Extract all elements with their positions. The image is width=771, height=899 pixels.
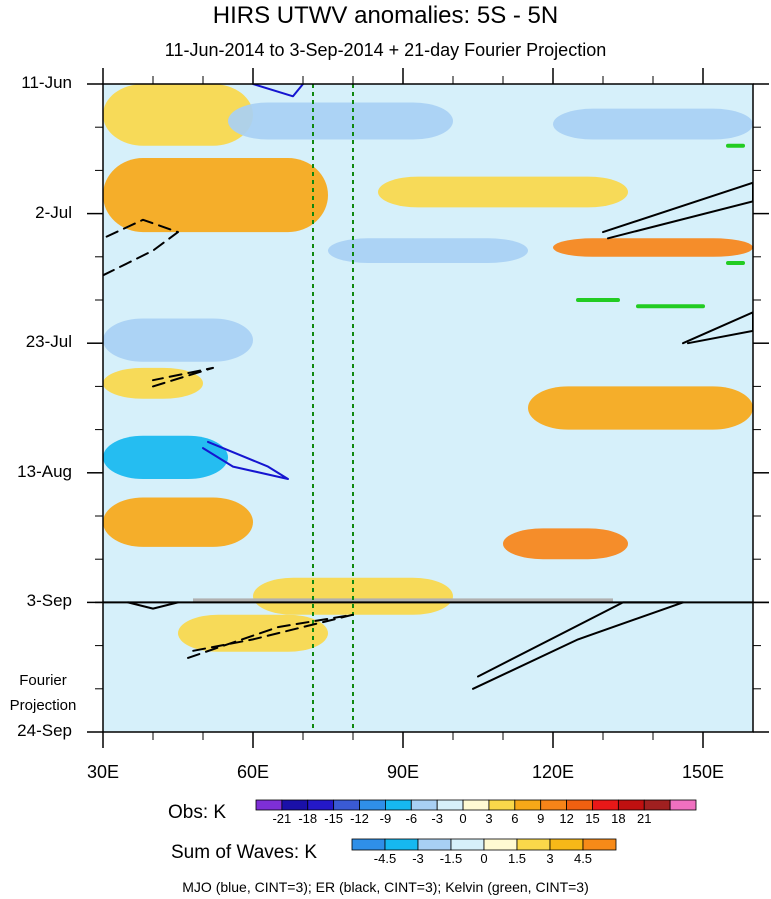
- y-tick-label: 23-Jul: [25, 332, 72, 352]
- colorbar-swatch: [540, 799, 567, 811]
- anomaly-band-0: [103, 84, 253, 146]
- er-contour-6: [682, 311, 753, 345]
- colorbar-swatch: [488, 799, 516, 811]
- colorbar-swatch: [592, 799, 619, 811]
- x-tick-label: 120E: [531, 762, 575, 782]
- mjo-contour-0: [252, 84, 304, 98]
- waves-colorbar-title: Sum of Waves: K: [171, 842, 318, 863]
- colorbar-tick-label: 18: [611, 811, 626, 826]
- colorbar-swatch: [483, 838, 518, 851]
- colorbar-swatch: [669, 799, 697, 811]
- colorbar-swatch: [617, 799, 645, 811]
- x-tick-label: 150E: [681, 762, 725, 782]
- colorbar-tick-label: 9: [537, 811, 545, 826]
- chart-title: HIRS UTWV anomalies: 5S - 5N: [212, 2, 559, 29]
- y-tick-label: 2-Jul: [35, 202, 72, 222]
- colorbar-tick-label: 6: [511, 811, 519, 826]
- projection-boundary-shade: [193, 598, 613, 603]
- y-tick-label: 24-Sep: [17, 721, 72, 740]
- y-tick-label: 3-Sep: [26, 591, 72, 611]
- colorbar-swatch: [549, 838, 584, 851]
- colorbar-swatch: [643, 799, 671, 811]
- colorbar-tick-label: -3: [431, 811, 443, 826]
- anomaly-band-12: [503, 528, 628, 560]
- er-contour-2: [103, 218, 179, 277]
- colorbar-tick-label: 3: [485, 811, 493, 826]
- colorbar-swatch: [410, 799, 438, 811]
- colorbar-tick-label: 1.5: [507, 851, 527, 866]
- anomaly-band-9: [528, 386, 753, 430]
- colorbar-tick-label: 0: [459, 811, 467, 826]
- colorbar-swatch: [359, 799, 386, 811]
- anomaly-band-1: [228, 102, 453, 140]
- colorbar-swatch: [514, 799, 542, 811]
- chart-subtitle: 11-Jun-2014 to 3-Sep-2014 + 21-day Fouri…: [164, 40, 607, 60]
- anomaly-band-14: [178, 614, 328, 652]
- anomaly-band-10: [103, 435, 228, 479]
- anomaly-band-11: [103, 497, 253, 547]
- colorbar-swatch: [417, 838, 452, 851]
- colorbar-swatch: [566, 799, 593, 811]
- colorbar-swatch: [436, 799, 464, 811]
- anomaly-band-6: [328, 238, 528, 263]
- anomaly-band-2: [553, 108, 753, 140]
- colorbar-swatch: [333, 799, 360, 811]
- er-contour-4: [187, 613, 354, 659]
- axis-ticks: [87, 68, 769, 748]
- colorbar-swatch: [255, 799, 283, 811]
- anomaly-field: [103, 84, 753, 732]
- anomaly-band-4: [378, 176, 628, 208]
- colorbar-tick-label: 3: [546, 851, 554, 866]
- y-tick-label: 11-Jun: [21, 73, 72, 92]
- colorbar-swatch: [516, 838, 551, 851]
- colorbar-tick-label: -3: [412, 851, 424, 866]
- er-contour-8: [127, 601, 179, 610]
- y-tick-label: 13-Aug: [17, 461, 72, 481]
- colorbar-swatch: [385, 799, 412, 811]
- colorbar-tick-label: -21: [272, 811, 292, 826]
- er-contour-5: [602, 181, 753, 240]
- colorbar-tick-label: -9: [379, 811, 392, 826]
- colorbar-tick-label: -1.5: [439, 851, 463, 866]
- colorbar-tick-label: -6: [405, 811, 418, 826]
- waves-colorbar: [351, 838, 617, 851]
- colorbar-tick-label: 21: [637, 811, 652, 826]
- colorbar-swatch: [462, 799, 490, 811]
- colorbar-tick-label: 0: [480, 851, 488, 866]
- anomaly-band-7: [103, 318, 253, 362]
- colorbar-swatch: [384, 838, 419, 851]
- obs-colorbar-title: Obs: K: [168, 802, 227, 823]
- mjo-contour-1: [202, 440, 289, 480]
- colorbar-swatch: [281, 799, 309, 811]
- colorbar-tick-label: -18: [298, 811, 318, 826]
- contour-legend: MJO (blue, CINT=3); ER (black, CINT=3); …: [182, 879, 589, 895]
- projection-label: Fourier Projection: [9, 672, 77, 714]
- colorbar-swatch: [582, 838, 617, 851]
- x-tick-label: 30E: [86, 762, 120, 782]
- anomaly-band-15: [103, 670, 178, 732]
- colorbar-swatch: [351, 838, 386, 851]
- x-tick-label: 90E: [386, 762, 420, 782]
- colorbar-tick-label: 15: [585, 811, 600, 826]
- plot-frame: [102, 83, 754, 733]
- colorbar-tick-label: 12: [559, 811, 574, 826]
- anomaly-band-5: [553, 238, 753, 257]
- colorbar-tick-label: -12: [350, 811, 369, 826]
- colorbar-swatch: [450, 838, 485, 851]
- x-tick-label: 60E: [236, 762, 270, 782]
- colorbar-tick-label: -4.5: [373, 851, 397, 866]
- colorbar-tick-label: 4.5: [573, 851, 593, 866]
- colorbar-swatch: [307, 799, 335, 811]
- anomaly-band-3: [103, 158, 328, 233]
- colorbar-tick-label: -15: [324, 811, 344, 826]
- obs-colorbar: [255, 799, 697, 811]
- wave-contours: [103, 84, 753, 690]
- er-contour-3: [152, 366, 214, 388]
